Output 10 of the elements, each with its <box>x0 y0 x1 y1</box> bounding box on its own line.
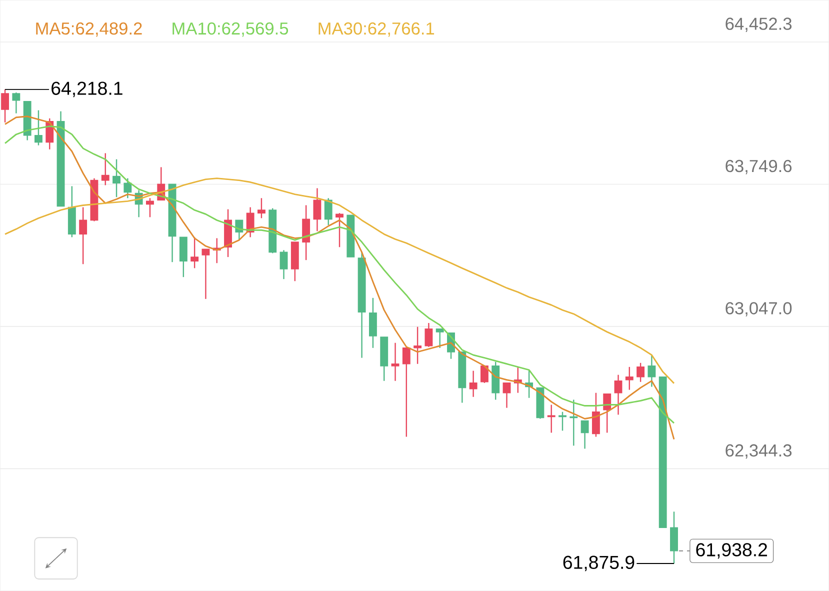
y-tick-label: 63,047.0 <box>726 302 792 316</box>
y-tick-label: 64,452.3 <box>726 18 792 32</box>
annotation: 61,875.9 <box>563 556 634 572</box>
text: MA30:62,766.1 <box>318 22 434 37</box>
text: MA10:62,569.5 <box>172 22 288 37</box>
text: 61,938.2 <box>696 543 768 559</box>
annotation: 64,218.1 <box>52 82 122 98</box>
y-tick-label: 62,344.3 <box>726 444 792 459</box>
text: MA5:62,489.2 <box>36 22 142 37</box>
y-tick-label: 63,749.6 <box>726 160 792 174</box>
